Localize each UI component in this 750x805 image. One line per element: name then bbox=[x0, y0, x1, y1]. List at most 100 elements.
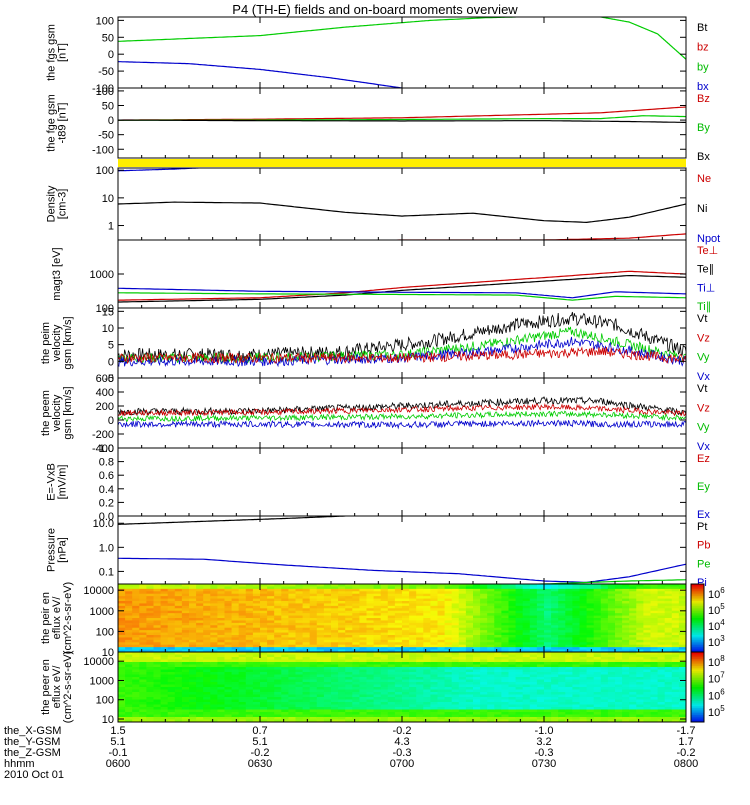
series-group-4 bbox=[118, 271, 686, 302]
y-axis-label: Density[cm-3] bbox=[46, 185, 69, 222]
y-axis-label: the fgs gsm[nT] bbox=[46, 24, 69, 81]
legend-entry: Ez bbox=[697, 453, 710, 465]
y-tick-label: 0 bbox=[108, 415, 114, 427]
y-axis-label: the peimvelocitygsm [km/s] bbox=[40, 316, 74, 369]
y-tick-label: 1 bbox=[108, 221, 114, 233]
panel-frame bbox=[118, 17, 686, 88]
y-axis-label: E=-VxB[mV/m] bbox=[46, 463, 69, 501]
legend-entry: Te⊥ bbox=[697, 245, 718, 257]
y-tick-label: 1.0 bbox=[99, 542, 114, 554]
colorbar-tick-label: 104 bbox=[708, 618, 725, 633]
series-group-0 bbox=[118, 17, 686, 88]
y-tick-label: 50 bbox=[102, 101, 114, 113]
y-tick-label: 100 bbox=[96, 15, 114, 27]
colorbar-tick-label: 106 bbox=[708, 586, 725, 601]
legend-entry: Pt bbox=[697, 521, 707, 533]
y-tick-label: 1000 bbox=[90, 606, 114, 618]
y-tick-label: 400 bbox=[96, 387, 114, 399]
y-tick-label: 1.0 bbox=[99, 443, 114, 455]
y-tick-label: 0.1 bbox=[99, 566, 114, 578]
legend-entry: Te∥ bbox=[697, 264, 714, 276]
y-tick-label: 10000 bbox=[83, 585, 114, 597]
y-tick-label: 10 bbox=[102, 323, 114, 335]
colorbar-tick-label: 103 bbox=[708, 634, 725, 649]
spectrogram-10 bbox=[118, 652, 687, 723]
legend-entry: Ti∥ bbox=[697, 301, 711, 313]
y-tick-label: 200 bbox=[96, 401, 114, 413]
y-axis-label: the peir eneflux eV/(cm^2-s-sr-eV) bbox=[40, 582, 74, 654]
series-line-Pt bbox=[118, 516, 345, 524]
legend-entry: Npot bbox=[697, 233, 720, 245]
y-tick-label: 0 bbox=[108, 49, 114, 61]
y-tick-label: 10.0 bbox=[93, 518, 114, 530]
legend-entry: by bbox=[697, 61, 709, 73]
series-line-by bbox=[118, 17, 516, 41]
legend-entry: bx bbox=[697, 81, 709, 93]
y-tick-label: 15 bbox=[102, 306, 114, 318]
y-tick-label: 0.6 bbox=[99, 470, 114, 482]
legend-entry: Vz bbox=[697, 402, 710, 414]
legend-entry: Ey bbox=[697, 481, 710, 493]
series-line-Bx bbox=[118, 120, 686, 122]
colorbar-tick-label: 105 bbox=[708, 602, 725, 617]
y-tick-label: 0.4 bbox=[99, 484, 114, 496]
legend-entry: Pe bbox=[697, 558, 710, 570]
spectrogram-9 bbox=[118, 584, 687, 653]
legend-entry: Ex bbox=[697, 509, 710, 521]
legend-entry: Vt bbox=[697, 313, 707, 325]
legend-entry: bz bbox=[697, 42, 709, 54]
page-title: P4 (TH-E) fields and on-board moments ov… bbox=[0, 2, 750, 17]
legend-entry: Vt bbox=[697, 383, 707, 395]
series-line-Ni bbox=[118, 202, 686, 222]
y-tick-label: 0 bbox=[108, 115, 114, 127]
y-tick-label: 0.2 bbox=[99, 497, 114, 509]
series-group-5 bbox=[118, 312, 686, 366]
panel-frame bbox=[118, 516, 686, 584]
legend-entry: Vy bbox=[697, 352, 710, 364]
series-group-6 bbox=[118, 397, 686, 428]
panel-frame bbox=[118, 88, 686, 158]
series-line-Vx bbox=[118, 420, 686, 428]
y-tick-label: 0.8 bbox=[99, 457, 114, 469]
y-axis-label: the peemvelocitygsm [km/s] bbox=[40, 386, 74, 439]
y-tick-label: 0 bbox=[108, 356, 114, 368]
legend-entry: Bt bbox=[697, 22, 707, 34]
series-line-by bbox=[601, 17, 686, 59]
y-tick-label: 100 bbox=[96, 165, 114, 177]
y-tick-label: 5 bbox=[108, 340, 114, 352]
series-group-1 bbox=[118, 107, 686, 122]
series-line-Te⊥ bbox=[118, 271, 686, 300]
y-tick-label: 100 bbox=[96, 626, 114, 638]
legend-entry: Ti⊥ bbox=[697, 282, 715, 294]
legend-entry: Vy bbox=[697, 422, 710, 434]
y-tick-label: 100 bbox=[96, 86, 114, 98]
y-tick-label: 600 bbox=[96, 373, 114, 385]
legend-entry: Ne bbox=[697, 173, 711, 185]
legend-entry: Bz bbox=[697, 93, 710, 105]
panel-frame bbox=[118, 448, 686, 516]
y-tick-label: 1000 bbox=[90, 269, 114, 281]
legend-entry: Ni bbox=[697, 203, 707, 215]
series-line-Vy bbox=[118, 327, 686, 363]
legend-entry: By bbox=[697, 122, 710, 134]
legend-entry: Pb bbox=[697, 540, 710, 552]
series-group-8 bbox=[118, 516, 686, 588]
legend-entry: Vx bbox=[697, 371, 710, 383]
legend-entry: Vz bbox=[697, 332, 710, 344]
y-axis-label: Pressure[nPa] bbox=[46, 528, 69, 572]
y-axis-label: magt3 [eV] bbox=[51, 247, 63, 300]
y-tick-label: -50 bbox=[98, 130, 114, 142]
series-group-3 bbox=[118, 167, 686, 245]
y-tick-label: 50 bbox=[102, 32, 114, 44]
y-tick-label: -200 bbox=[92, 429, 114, 441]
y-tick-label: -50 bbox=[98, 66, 114, 78]
y-axis-label: the fge gsm-t89 [nT] bbox=[46, 94, 69, 151]
quality-flag-bar bbox=[118, 159, 686, 167]
legend-entry: Vx bbox=[697, 441, 710, 453]
y-tick-label: 10 bbox=[102, 193, 114, 205]
panel-frame bbox=[118, 168, 686, 240]
y-tick-label: -100 bbox=[92, 144, 114, 156]
legend-entry: Bx bbox=[697, 151, 710, 163]
